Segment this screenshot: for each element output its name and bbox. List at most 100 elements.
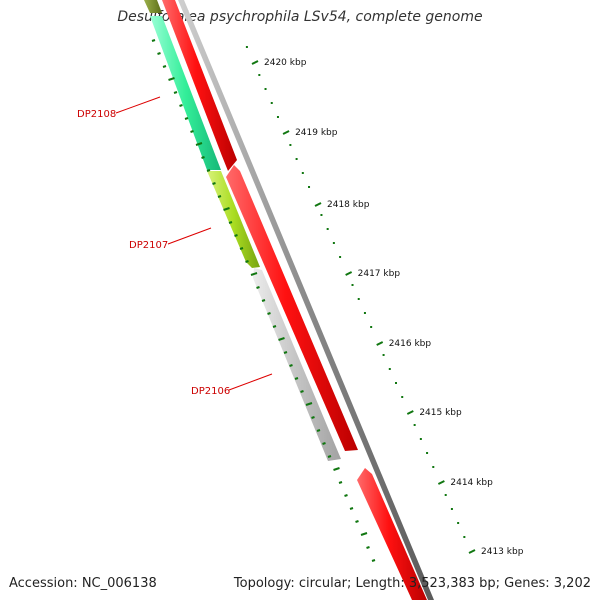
dp2107-label-line [167, 227, 212, 245]
inner-tick [327, 455, 332, 458]
inner-tick [245, 260, 249, 263]
minor-tick-dot [463, 536, 466, 538]
inner-tick [162, 65, 167, 68]
inner-tick [168, 77, 175, 81]
major-tick [282, 130, 290, 135]
genome-backbone [178, 0, 434, 600]
scale-tick-label: 2419 kbp [295, 128, 338, 138]
minor-tick-dot [332, 242, 335, 244]
inner-tick [272, 325, 277, 328]
major-tick [314, 202, 322, 207]
scale-tick-label: 2415 kbp [419, 408, 462, 418]
inner-tick [228, 221, 233, 224]
scale-tick-label: 2413 kbp [481, 547, 524, 557]
major-tick [376, 341, 384, 346]
forward-gene-middle[interactable] [226, 165, 358, 451]
major-tick [345, 271, 353, 276]
minor-tick-dot [432, 466, 435, 468]
inner-tick [212, 182, 216, 185]
minor-tick-dot [351, 284, 354, 286]
gene-label-dp2108[interactable]: DP2108 [77, 109, 116, 120]
inner-tick [371, 559, 376, 562]
major-tick [437, 480, 445, 485]
inner-tick [305, 402, 313, 406]
inner-tick [322, 442, 326, 445]
minor-tick-dot [320, 214, 323, 216]
minor-tick-dot [444, 494, 447, 496]
forward-gene-upper[interactable] [162, 0, 237, 171]
inner-tick [234, 234, 238, 237]
minor-tick-dot [395, 382, 398, 384]
minor-tick-dot [413, 424, 416, 426]
inner-tick [283, 351, 288, 354]
gene-label-dp2107[interactable]: DP2107 [129, 240, 168, 251]
minor-tick-dot [270, 102, 273, 104]
inner-tick [201, 156, 205, 159]
inner-tick [184, 117, 189, 120]
minor-tick-dot [276, 116, 279, 118]
dp2108-label-line [115, 96, 161, 114]
gene-label-dp2106[interactable]: DP2106 [191, 386, 230, 397]
forward-gene-lower[interactable] [357, 468, 427, 600]
inner-tick [294, 377, 299, 380]
minor-tick-dot [264, 88, 267, 90]
inner-tick [311, 416, 315, 419]
reverse-gene-dp2106[interactable] [253, 268, 341, 461]
reverse-gene-dp2108[interactable] [150, 16, 221, 170]
inner-strand-dashes [151, 39, 376, 562]
minor-tick-dot [295, 158, 298, 160]
inner-tick [157, 52, 161, 55]
inner-tick [151, 39, 156, 42]
inner-tick [217, 195, 222, 198]
minor-tick-dot [388, 368, 391, 370]
minor-tick-dot [457, 522, 460, 524]
inner-tick [190, 130, 194, 133]
reverse-gene-olive[interactable] [144, 0, 162, 13]
minor-tick-dot [426, 452, 429, 454]
inner-tick [338, 481, 343, 484]
inner-tick [206, 169, 211, 172]
minor-scale-dots [245, 46, 466, 538]
minor-tick-dot [289, 144, 292, 146]
inner-tick [278, 337, 285, 341]
inner-tick [195, 142, 203, 146]
inner-tick [256, 286, 260, 289]
minor-tick-dot [326, 228, 329, 230]
inner-tick [261, 299, 266, 302]
major-tick [406, 410, 414, 415]
inner-tick [349, 507, 354, 510]
scale-ticks: 2420 kbp 2419 kbp 2418 kbp 2417 kbp 2416 kbp… [251, 58, 524, 557]
scale-tick-label: 2414 kbp [450, 478, 493, 488]
scale-tick-label: 2420 kbp [264, 58, 307, 68]
inner-tick [250, 272, 258, 276]
minor-tick-dot [357, 298, 360, 300]
minor-tick-dot [450, 508, 453, 510]
inner-tick [179, 104, 183, 107]
dp2106-label-line [228, 373, 273, 391]
major-tick [251, 60, 259, 65]
accession-text: Accession: NC_006138 [9, 576, 157, 591]
scale-tick-label: 2418 kbp [327, 200, 370, 210]
scale-tick-label: 2416 kbp [389, 339, 432, 349]
minor-tick-dot [339, 256, 342, 258]
inner-tick [289, 364, 293, 367]
minor-tick-dot [258, 74, 261, 76]
inner-tick [366, 546, 370, 549]
genome-summary: Topology: circular; Length: 3,523,383 bp… [233, 576, 591, 591]
inner-tick [344, 494, 348, 497]
minor-tick-dot [301, 172, 304, 174]
minor-tick-dot [308, 186, 311, 188]
minor-tick-dot [382, 354, 385, 356]
inner-tick [173, 91, 178, 94]
inner-tick [239, 247, 244, 250]
minor-tick-dot [419, 438, 422, 440]
minor-tick-dot [370, 326, 373, 328]
minor-tick-dot [363, 312, 366, 314]
minor-tick-dot [245, 46, 248, 48]
map-title: Desulfotalea psychrophila LSv54, complet… [117, 9, 483, 25]
inner-tick [333, 467, 340, 471]
inner-tick [316, 429, 321, 432]
minor-tick-dot [401, 396, 404, 398]
